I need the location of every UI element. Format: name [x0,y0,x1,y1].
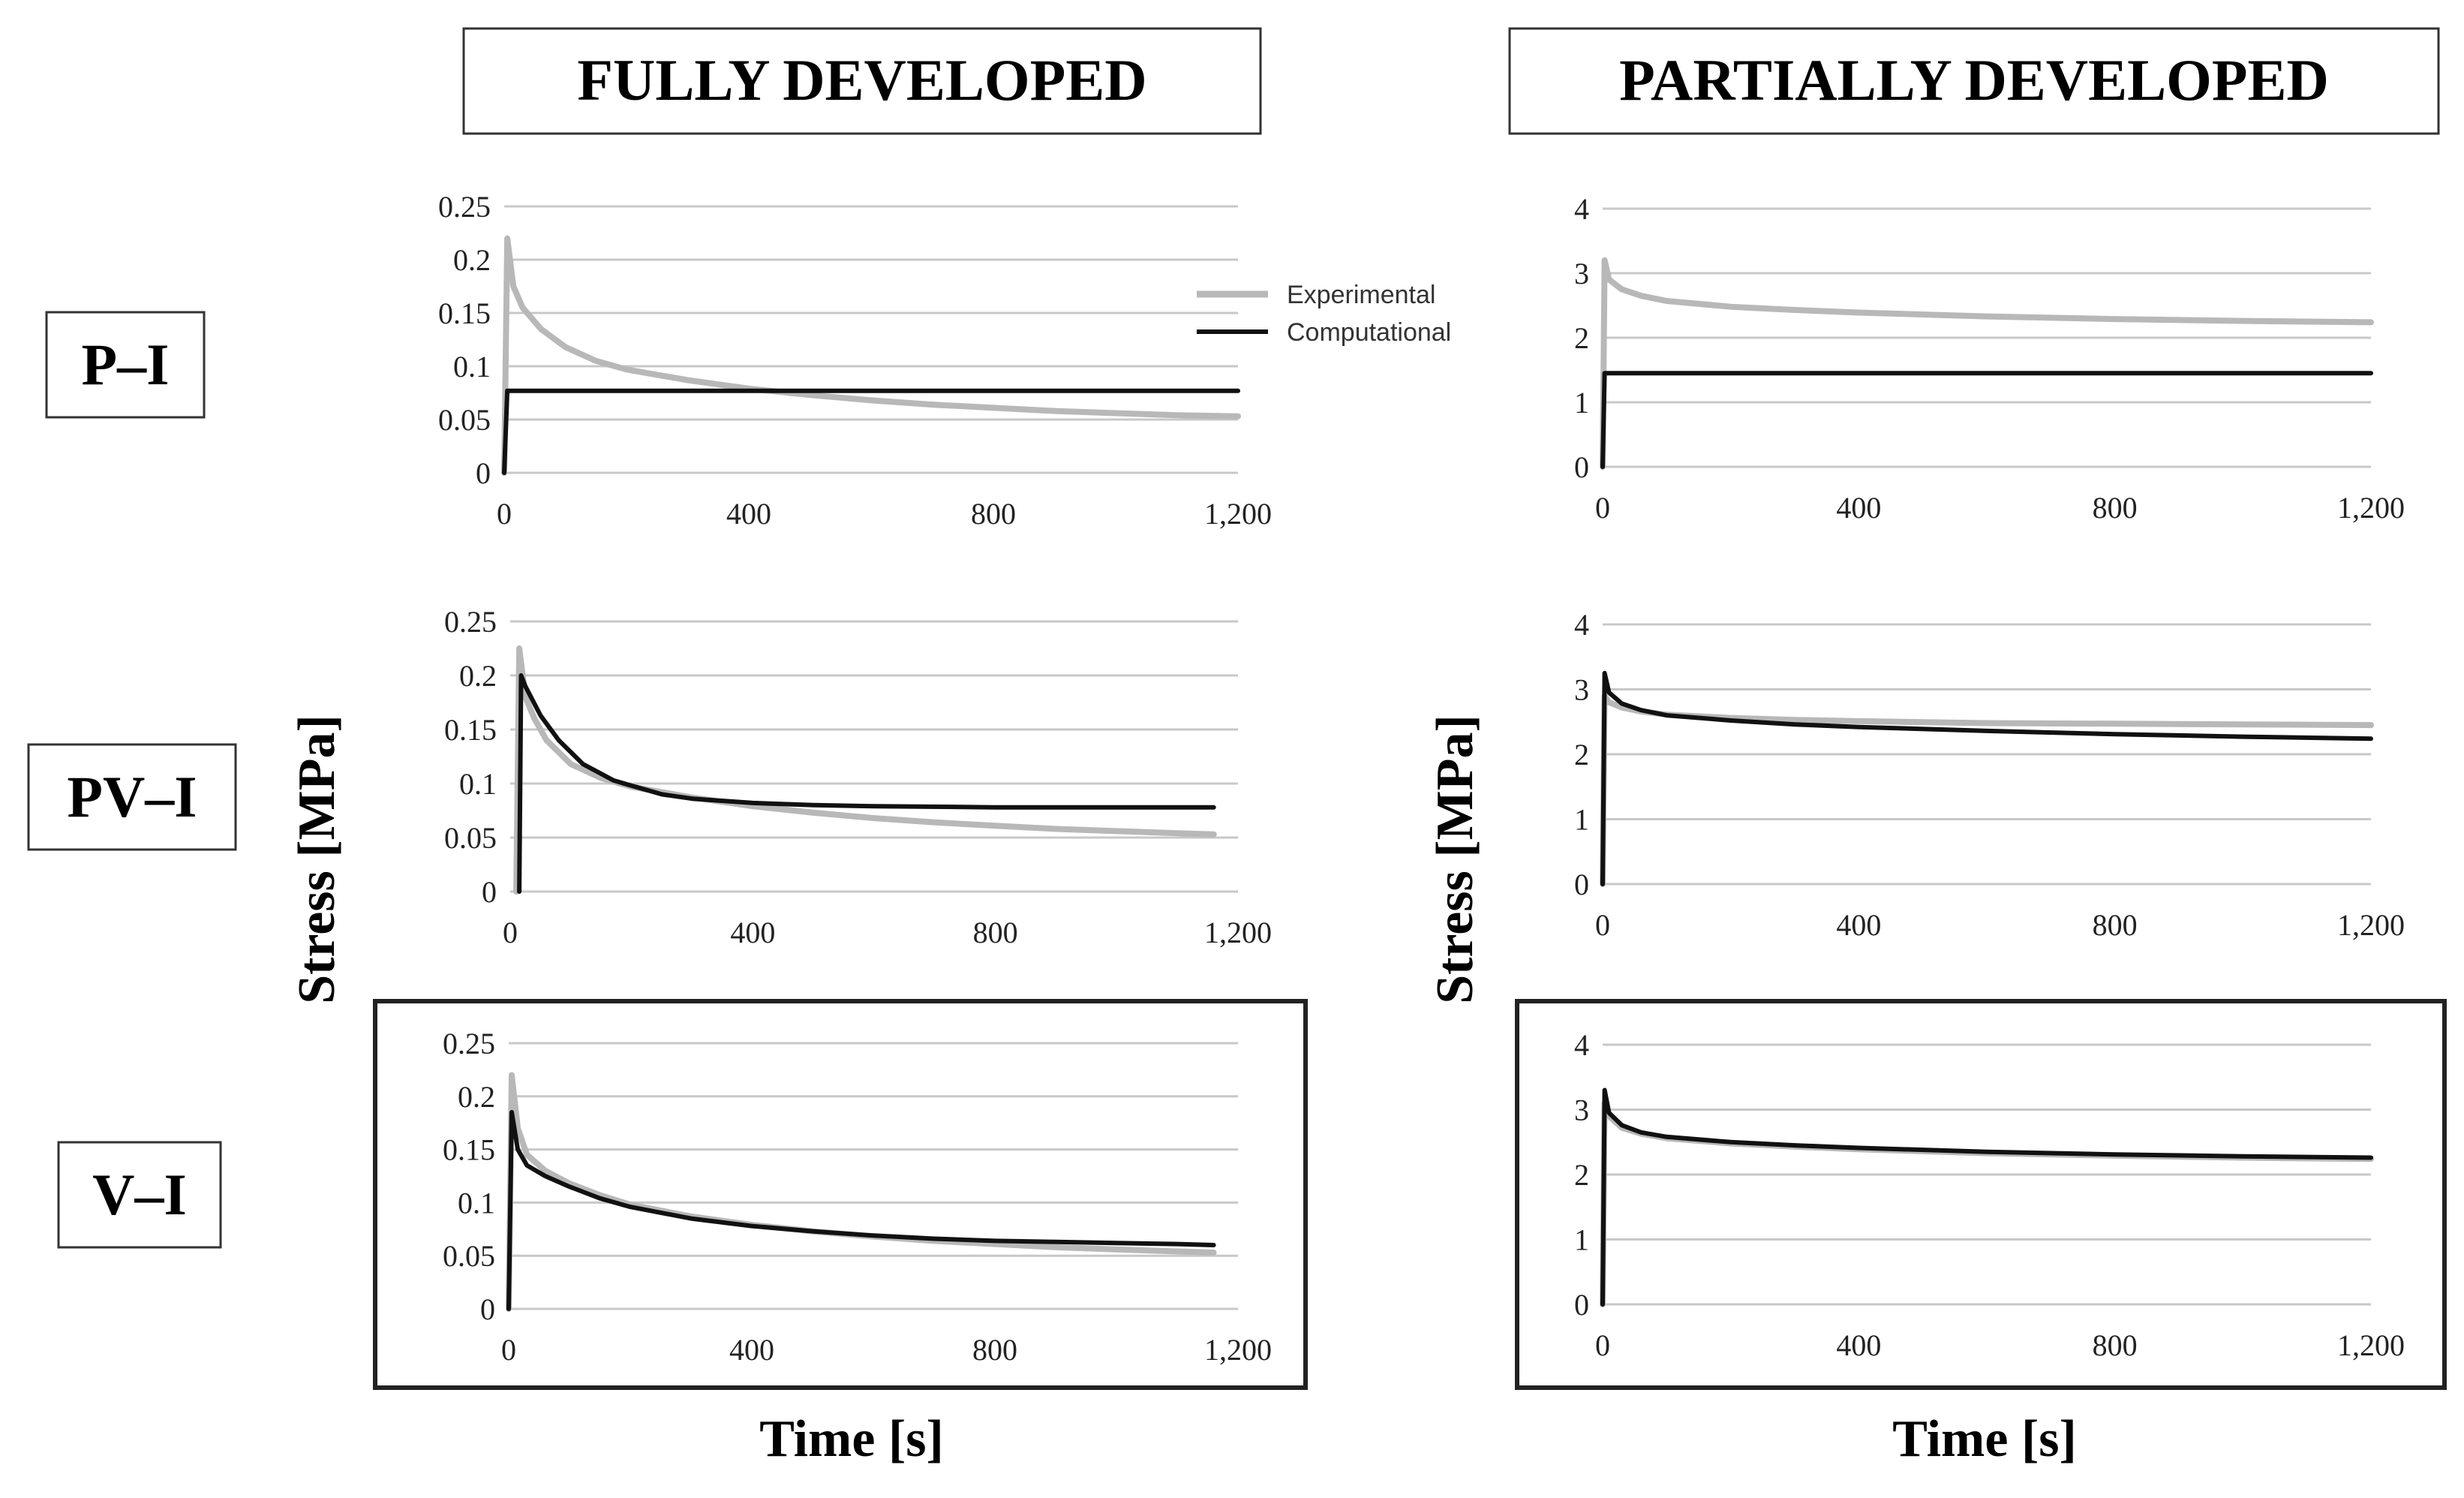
y-tick-label: 2 [1574,738,1589,772]
x-tick-label: 800 [973,916,1018,949]
y-tick-label: 0.25 [444,605,497,639]
y-tick-label: 0 [480,1292,495,1326]
x-tick-label: 0 [1595,908,1610,942]
y-tick-label: 4 [1574,192,1589,226]
highlight-frame-partial-vi [1515,999,2447,1390]
x-tick-label: 400 [1836,491,1881,525]
legend-label-experimental: Experimental [1287,281,1435,309]
y-tick-label: 0.2 [458,1080,495,1114]
x-tick-label: 400 [729,1333,774,1367]
legend: Experimental Computational [1197,281,1451,347]
y-axis-label-left: Stress [MPa] [288,714,346,1004]
x-tick-label: 0 [1595,1328,1610,1362]
y-tick-label: 2 [1574,1158,1589,1192]
series-experimental-line [501,235,1241,476]
x-tick-label: 1,200 [1204,916,1272,949]
series-computational-line [517,673,1216,894]
x-tick-label: 0 [1595,491,1610,525]
panel-partial-pvi: 0 1 2 3 4 0 400 800 1,200 [1574,608,2405,942]
y-tick-label: 3 [1574,1093,1589,1127]
x-tick-label: 1,200 [1204,1333,1272,1367]
series-experimental-line [1600,693,2374,887]
series-experimental-line [513,645,1217,895]
row-header-pvi-label: PV–I [67,764,197,829]
y-tick-label: 0.05 [438,403,491,437]
series-computational-line [1600,670,2373,886]
series-experimental-line [1600,257,2374,470]
x-tick-label: 1,200 [2337,1328,2405,1362]
x-tick-label: 400 [726,497,771,531]
row-header-pi-label: P–I [82,332,170,397]
y-tick-label: 3 [1574,673,1589,707]
x-tick-label: 800 [2093,908,2138,942]
y-tick-label: 0 [1574,450,1589,484]
x-tick-label: 0 [503,916,518,949]
y-tick-label: 0 [1574,868,1589,901]
y-tick-label: 0.05 [443,1239,495,1273]
y-tick-label: 0.15 [443,1133,495,1167]
panel-fully-pvi: 0 0.05 0.1 0.15 0.2 0.25 0 400 800 1,200 [444,605,1272,949]
x-tick-label: 400 [1836,1328,1881,1362]
panel-fully-vi: 0 0.05 0.1 0.15 0.2 0.25 0 400 800 1,200 [443,1027,1272,1367]
y-tick-label: 3 [1574,257,1589,290]
y-tick-label: 1 [1574,803,1589,837]
series-experimental-line [506,1072,1217,1312]
x-tick-label: 0 [501,1333,516,1367]
row-header-vi-label: V–I [92,1162,187,1227]
y-tick-label: 2 [1574,321,1589,355]
y-tick-label: 4 [1574,1028,1589,1062]
x-tick-label: 1,200 [2337,491,2405,525]
series-computational-line [1600,371,2373,469]
y-axis-label-right: Stress [MPa] [1426,714,1484,1004]
panel-partial-vi: 0 1 2 3 4 0 400 800 1,200 [1574,1028,2405,1362]
y-tick-label: 0 [476,456,491,490]
panel-partial-pi: 0 1 2 3 4 0 400 800 1,200 [1574,192,2405,525]
y-tick-label: 0 [1574,1288,1589,1322]
y-tick-label: 0.1 [458,1186,495,1220]
column-header-partial: PARTIALLY DEVELOPED [1508,27,2440,135]
series-computational-line [502,388,1240,475]
row-header-pvi: PV–I [27,743,237,851]
y-tick-label: 0.2 [459,659,497,693]
y-tick-label: 0.15 [438,296,491,330]
y-tick-label: 0.15 [444,713,497,747]
y-tick-label: 0.05 [444,821,497,855]
x-tick-label: 0 [497,497,512,531]
column-header-fully-label: FULLY DEVELOPED [577,47,1146,113]
x-tick-label: 800 [2093,1328,2138,1362]
x-axis-label-right: Time [s] [1892,1410,2077,1468]
x-tick-label: 400 [1836,908,1881,942]
x-axis-label-left: Time [s] [759,1410,944,1468]
series-computational-line [506,1110,1216,1311]
column-header-fully: FULLY DEVELOPED [462,27,1262,135]
x-tick-label: 1,200 [2337,908,2405,942]
x-tick-label: 400 [730,916,775,949]
y-tick-label: 0.25 [438,190,491,224]
y-tick-label: 0.1 [453,350,491,384]
x-tick-label: 800 [971,497,1016,531]
x-tick-label: 800 [2093,491,2138,525]
series-experimental-line [1600,1099,2374,1307]
row-header-vi: V–I [57,1141,222,1249]
legend-label-computational: Computational [1287,318,1451,347]
y-tick-label: 1 [1574,1223,1589,1257]
y-tick-label: 0 [482,875,497,909]
y-tick-label: 0.1 [459,767,497,801]
column-header-partial-label: PARTIALLY DEVELOPED [1619,47,2329,113]
y-tick-label: 1 [1574,386,1589,420]
x-tick-label: 800 [972,1333,1017,1367]
highlight-frame-fully-vi [373,999,1308,1390]
y-tick-label: 0.25 [443,1027,495,1060]
x-tick-label: 1,200 [1204,497,1272,531]
y-tick-label: 0.2 [453,243,491,277]
panel-fully-pi: 0 0.05 0.1 0.15 0.2 0.25 0 400 800 1,200 [438,190,1272,531]
row-header-pi: P–I [45,311,206,419]
y-tick-label: 4 [1574,608,1589,642]
series-computational-line [1600,1087,2373,1307]
